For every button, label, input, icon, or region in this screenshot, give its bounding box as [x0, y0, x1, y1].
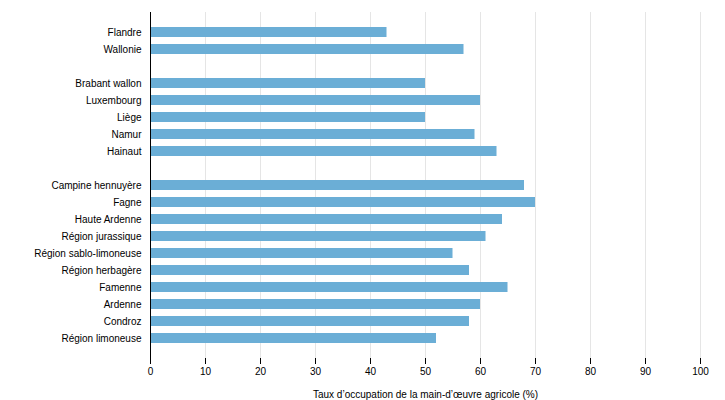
- svg-text:Hainaut: Hainaut: [107, 146, 142, 157]
- svg-text:Région limoneuse: Région limoneuse: [61, 333, 141, 344]
- svg-text:Condroz: Condroz: [104, 316, 142, 327]
- svg-text:90: 90: [640, 366, 652, 377]
- svg-text:10: 10: [200, 366, 212, 377]
- svg-text:100: 100: [692, 366, 709, 377]
- svg-text:Campine hennuyère: Campine hennuyère: [51, 180, 141, 191]
- svg-text:60: 60: [475, 366, 487, 377]
- svg-text:Luxembourg: Luxembourg: [86, 95, 142, 106]
- svg-text:70: 70: [530, 366, 542, 377]
- svg-text:40: 40: [365, 366, 377, 377]
- svg-text:Région herbagère: Région herbagère: [61, 265, 141, 276]
- svg-text:Région jurassique: Région jurassique: [61, 231, 141, 242]
- svg-text:Liège: Liège: [117, 112, 142, 123]
- svg-text:Taux d’occupation de la main-d: Taux d’occupation de la main-d’œuvre agr…: [313, 389, 538, 400]
- svg-text:Famenne: Famenne: [99, 282, 142, 293]
- svg-text:30: 30: [310, 366, 322, 377]
- svg-text:Wallonie: Wallonie: [104, 44, 142, 55]
- svg-text:Flandre: Flandre: [108, 27, 142, 38]
- svg-text:80: 80: [585, 366, 597, 377]
- svg-text:Fagne: Fagne: [113, 197, 142, 208]
- svg-text:50: 50: [420, 366, 432, 377]
- svg-text:Ardenne: Ardenne: [104, 299, 142, 310]
- svg-text:Haute Ardenne: Haute Ardenne: [75, 214, 142, 225]
- svg-text:20: 20: [255, 366, 267, 377]
- svg-text:0: 0: [148, 366, 154, 377]
- svg-text:Namur: Namur: [111, 129, 142, 140]
- svg-text:Brabant wallon: Brabant wallon: [75, 78, 141, 89]
- svg-text:Région sablo-limoneuse: Région sablo-limoneuse: [34, 248, 142, 259]
